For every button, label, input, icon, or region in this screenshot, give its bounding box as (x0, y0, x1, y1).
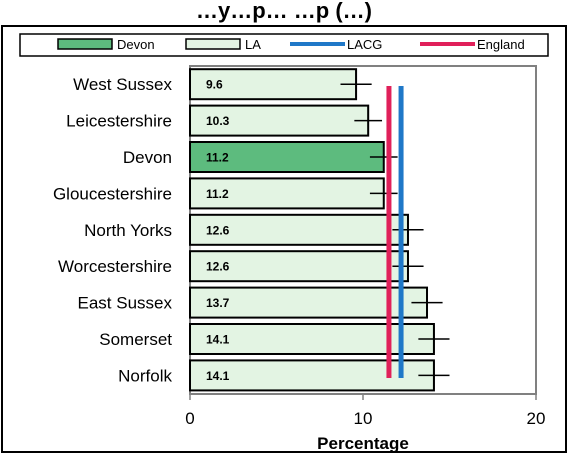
x-ticks-group: 0 10 20 (185, 394, 545, 428)
data-label-gloucestershire: 11.2 (206, 187, 229, 201)
category-label-norfolk: Norfolk (118, 366, 172, 385)
data-label-north-yorks: 12.6 (206, 223, 230, 237)
data-label-worcestershire: 12.6 (206, 260, 230, 274)
reference-lines-group (386, 86, 404, 378)
category-labels-group: West Sussex Leicestershire Devon Gloucester… (53, 75, 173, 385)
category-label-west-sussex: West Sussex (73, 75, 172, 94)
bar-west-sussex (189, 68, 358, 101)
data-label-east-sussex: 13.7 (206, 296, 230, 310)
bars-group: 9.6 10.3 11.2 11.2 12.6 12.6 13.7 14.1 14.1 (189, 68, 435, 392)
legend-label-la: LA (245, 37, 261, 52)
data-label-leicestershire: 10.3 (206, 114, 230, 128)
category-label-somerset: Somerset (99, 330, 172, 349)
category-label-north-yorks: North Yorks (84, 221, 172, 240)
x-tick-label-0: 0 (185, 409, 194, 428)
legend-swatch-devon (57, 38, 113, 50)
data-label-norfolk: 14.1 (206, 369, 230, 383)
x-axis-title: Percentage (317, 434, 409, 453)
data-label-devon: 11.2 (206, 151, 229, 165)
data-label-somerset: 14.1 (206, 333, 230, 347)
bar-gloucestershire (189, 177, 385, 210)
bar-devon (189, 141, 385, 173)
x-tick-label-20: 20 (527, 409, 546, 428)
chart-title: …y…p… …p (…) (196, 0, 372, 23)
bar-somerset (189, 323, 435, 355)
category-label-gloucestershire: Gloucestershire (53, 184, 172, 203)
category-label-worcestershire: Worcestershire (58, 257, 172, 276)
category-label-devon: Devon (123, 148, 172, 167)
category-label-east-sussex: East Sussex (78, 294, 173, 313)
legend-label-england: England (477, 37, 525, 52)
legend: Devon LA LACG England (19, 33, 549, 57)
data-label-west-sussex: 9.6 (206, 78, 223, 92)
legend-frame (19, 33, 549, 57)
legend-swatch-la (185, 38, 241, 50)
chart-frame (1, 25, 567, 453)
x-tick-label-10: 10 (354, 409, 373, 428)
bar-norfolk (189, 359, 435, 392)
category-label-leicestershire: Leicestershire (66, 112, 172, 131)
legend-label-devon: Devon (117, 37, 155, 52)
bar-worcestershire (189, 250, 409, 283)
legend-label-lacg: LACG (347, 37, 382, 52)
error-bars-group (340, 70, 450, 390)
